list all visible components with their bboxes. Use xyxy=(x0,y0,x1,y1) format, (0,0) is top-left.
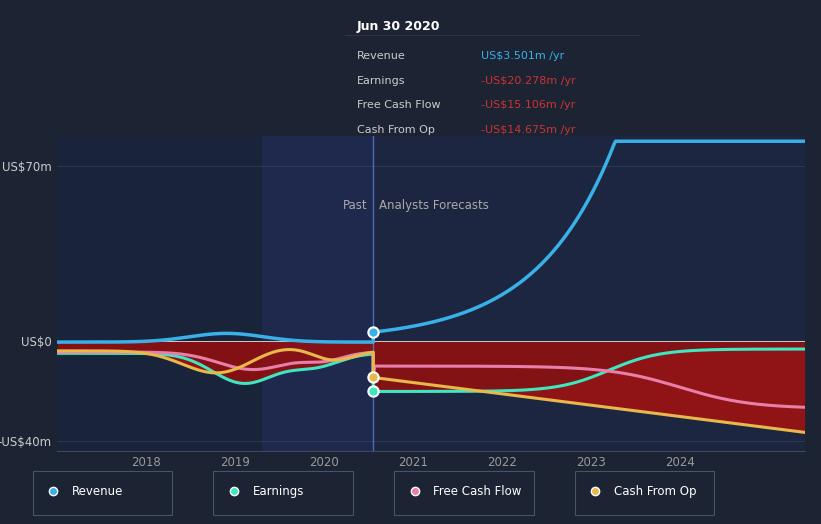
Text: Revenue: Revenue xyxy=(356,51,406,61)
Text: Free Cash Flow: Free Cash Flow xyxy=(433,485,522,498)
Text: Revenue: Revenue xyxy=(72,485,124,498)
FancyBboxPatch shape xyxy=(33,471,172,515)
Text: Analysts Forecasts: Analysts Forecasts xyxy=(378,199,488,212)
Point xyxy=(367,328,380,336)
Text: -US$14.675m /yr: -US$14.675m /yr xyxy=(481,125,576,135)
Point xyxy=(367,387,380,396)
Point xyxy=(367,373,380,381)
Text: -US$20.278m /yr: -US$20.278m /yr xyxy=(481,76,576,86)
Text: -US$15.106m /yr: -US$15.106m /yr xyxy=(481,101,575,111)
Text: US$3.501m /yr: US$3.501m /yr xyxy=(481,51,564,61)
Text: Past: Past xyxy=(343,199,368,212)
Text: Free Cash Flow: Free Cash Flow xyxy=(356,101,440,111)
Text: Cash From Op: Cash From Op xyxy=(356,125,434,135)
FancyBboxPatch shape xyxy=(394,471,534,515)
Bar xyxy=(262,136,374,451)
Text: Cash From Op: Cash From Op xyxy=(614,485,696,498)
Text: Earnings: Earnings xyxy=(253,485,305,498)
FancyBboxPatch shape xyxy=(575,471,714,515)
Text: Earnings: Earnings xyxy=(356,76,405,86)
FancyBboxPatch shape xyxy=(213,471,353,515)
Text: Jun 30 2020: Jun 30 2020 xyxy=(356,20,440,33)
Bar xyxy=(57,136,374,451)
